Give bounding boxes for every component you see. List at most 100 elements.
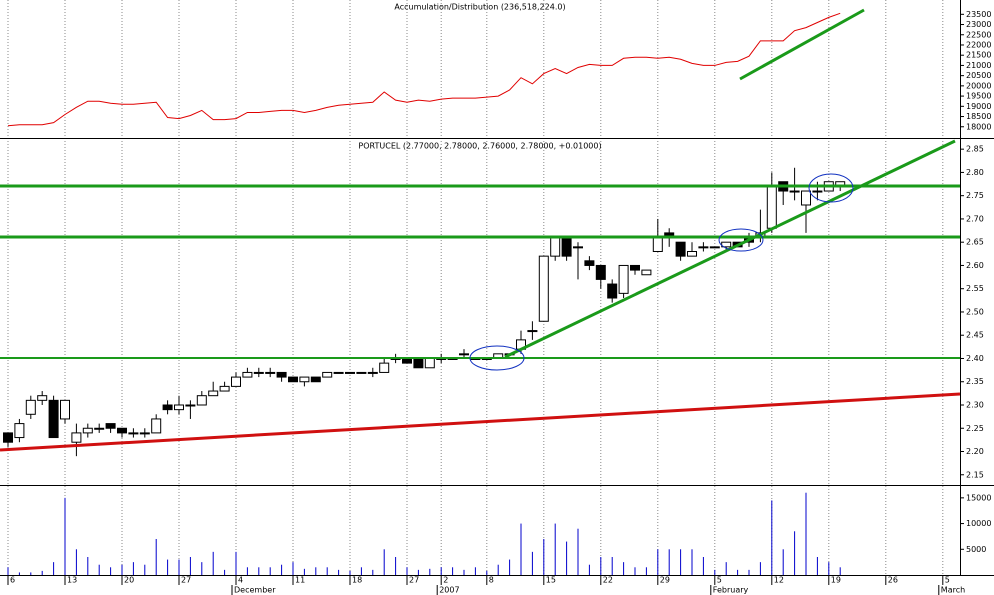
candle-body [299, 376, 310, 383]
volume-bar [828, 562, 830, 575]
volume-bar [725, 562, 727, 575]
candle-body [71, 432, 82, 443]
y-tick-label: 2.25 [966, 424, 984, 433]
highlight-ellipse [808, 173, 854, 203]
volume-bar [668, 549, 670, 575]
candle-body [550, 237, 561, 257]
x-tick-label: 22 [603, 576, 613, 585]
volume-bar [212, 551, 214, 575]
y-tick-label: 2.35 [966, 377, 984, 386]
volume-bar [121, 564, 123, 575]
volume-bar [702, 557, 704, 575]
candle-body [345, 371, 355, 374]
volume-bar [292, 562, 294, 575]
volume-bar [531, 551, 533, 575]
x-tick-label: 27 [409, 576, 419, 585]
x-tick-label: 19 [831, 576, 841, 585]
candle-body [82, 427, 93, 434]
volume-bar [440, 567, 442, 575]
volume-bar [201, 562, 203, 575]
y-tick-label: 2.30 [966, 400, 984, 409]
x-tick-label: 2 [443, 576, 448, 585]
volume-bar [782, 549, 784, 575]
candle-body [162, 404, 173, 411]
data-layer [3, 12, 846, 575]
volume-bar [486, 570, 488, 575]
x-tick-label: 20 [124, 576, 134, 585]
x-tick-label: 11 [295, 576, 305, 585]
candle-body [151, 418, 162, 434]
candle-body [618, 264, 629, 294]
x-tick-label: 5 [945, 576, 950, 585]
volume-bar [600, 557, 602, 575]
volume-bar [474, 567, 476, 575]
volume-bar [64, 497, 66, 575]
volume-bar [748, 569, 750, 575]
x-tick-label: 5 [717, 576, 722, 585]
x-tick-label: 8 [489, 576, 494, 585]
candle-body [709, 246, 720, 249]
month-label: 2007 [439, 586, 459, 595]
volume-bar [7, 567, 9, 575]
highlight-ellipse [718, 228, 764, 252]
annotations [0, 8, 961, 452]
volume-bar [349, 570, 351, 575]
volume-bar [110, 567, 112, 575]
candle-body [413, 357, 424, 369]
volume-bar [75, 549, 77, 575]
axis-layer: 1800018500190001950020000205002100021500… [7, 10, 991, 595]
x-tick-label: 29 [660, 576, 670, 585]
y-tick-label: 18500 [966, 112, 991, 121]
y-tick-label: 2.45 [966, 331, 984, 340]
candle-body [721, 241, 732, 248]
volume-bar [509, 559, 511, 575]
candle-body [3, 432, 13, 443]
candle-body [37, 395, 48, 401]
volume-bar [577, 528, 579, 575]
candle-body [333, 371, 344, 374]
candle-body [253, 371, 264, 374]
y-tick-label: 22000 [966, 40, 991, 49]
candle-body [174, 404, 184, 411]
candle-body [538, 255, 549, 322]
trend-line [0, 392, 961, 452]
volume-bar [246, 567, 248, 575]
volume-bar [554, 523, 556, 575]
panel-title: PORTUCEL (2.77000, 2.78000, 2.76000, 2.7… [358, 142, 601, 151]
y-tick-label: 21000 [966, 61, 991, 70]
x-tick-label: 27 [181, 576, 191, 585]
volume-bar [463, 569, 465, 575]
candle-body [402, 357, 412, 364]
y-tick-label: 2.70 [966, 214, 984, 223]
volume-bar [794, 531, 796, 575]
y-tick-label: 18000 [966, 122, 991, 131]
y-tick-label: 2.60 [966, 261, 984, 270]
volume-bar [53, 562, 55, 575]
candle-body [584, 260, 595, 266]
candle-body [14, 423, 25, 439]
y-tick-label: 23500 [966, 10, 991, 19]
y-tick-label: 19000 [966, 102, 991, 111]
candle-body [367, 371, 378, 374]
volume-bar [132, 562, 134, 575]
month-label: December [234, 586, 276, 595]
volume-bar [41, 570, 43, 575]
volume-bar [167, 559, 169, 575]
candle-body [573, 246, 583, 249]
volume-bar [303, 568, 305, 575]
candle-body [766, 185, 777, 229]
volume-bar [383, 549, 385, 575]
volume-bar [87, 557, 89, 575]
volume-bar [816, 557, 818, 575]
candle-body [459, 353, 469, 356]
y-tick-label: 2.55 [966, 284, 984, 293]
x-tick-label: 26 [888, 576, 898, 585]
volume-bar [623, 562, 625, 575]
volume-bar [417, 569, 419, 575]
candle-body [698, 246, 709, 249]
candle-body [595, 264, 606, 280]
y-tick-label: 20500 [966, 71, 991, 80]
candle-body [231, 376, 241, 387]
